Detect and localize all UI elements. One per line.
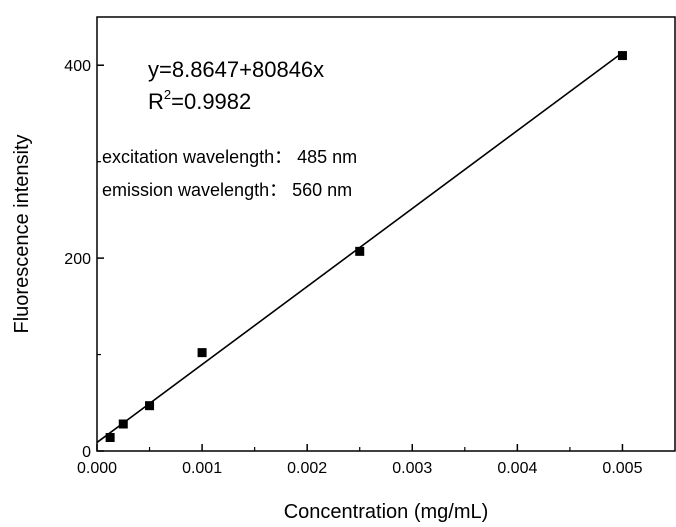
data-point — [118, 419, 128, 429]
y-tick-label: 0 — [82, 444, 91, 461]
data-point — [617, 51, 627, 61]
y-tick-label: 200 — [64, 251, 91, 268]
x-tick-label: 0.005 — [602, 460, 642, 477]
x-tick-label: 0.004 — [497, 460, 537, 477]
data-points — [105, 51, 627, 442]
data-point — [355, 246, 365, 256]
x-tick-label: 0.000 — [77, 460, 117, 477]
data-point — [105, 432, 115, 442]
x-tick-label: 0.003 — [392, 460, 432, 477]
y-axis-ticks: 0 200 400 — [64, 58, 104, 461]
r-squared-prefix: R — [148, 89, 164, 114]
r-squared-annotation: R2=0.9982 — [148, 87, 251, 114]
plot-frame — [96, 16, 676, 452]
x-tick-label: 0.001 — [182, 460, 222, 477]
y-axis-label: Fluorescence intensity — [11, 135, 33, 334]
x-tick-label: 0.002 — [287, 460, 327, 477]
data-point — [145, 401, 155, 411]
y-tick-label: 400 — [64, 58, 91, 75]
data-point — [197, 348, 207, 358]
r-squared-value: =0.9982 — [171, 89, 251, 114]
r-squared-superscript: 2 — [164, 87, 171, 102]
excitation-annotation: excitation wavelength： 485 nm — [102, 147, 357, 167]
emission-annotation: emission wavelength： 560 nm — [102, 180, 352, 200]
x-axis-label: Concentration (mg/mL) — [284, 501, 489, 523]
x-axis-ticks: 0.000 0.001 0.002 0.003 0.004 0.005 — [77, 444, 643, 477]
equation-annotation: y=8.8647+80846x — [148, 57, 324, 82]
